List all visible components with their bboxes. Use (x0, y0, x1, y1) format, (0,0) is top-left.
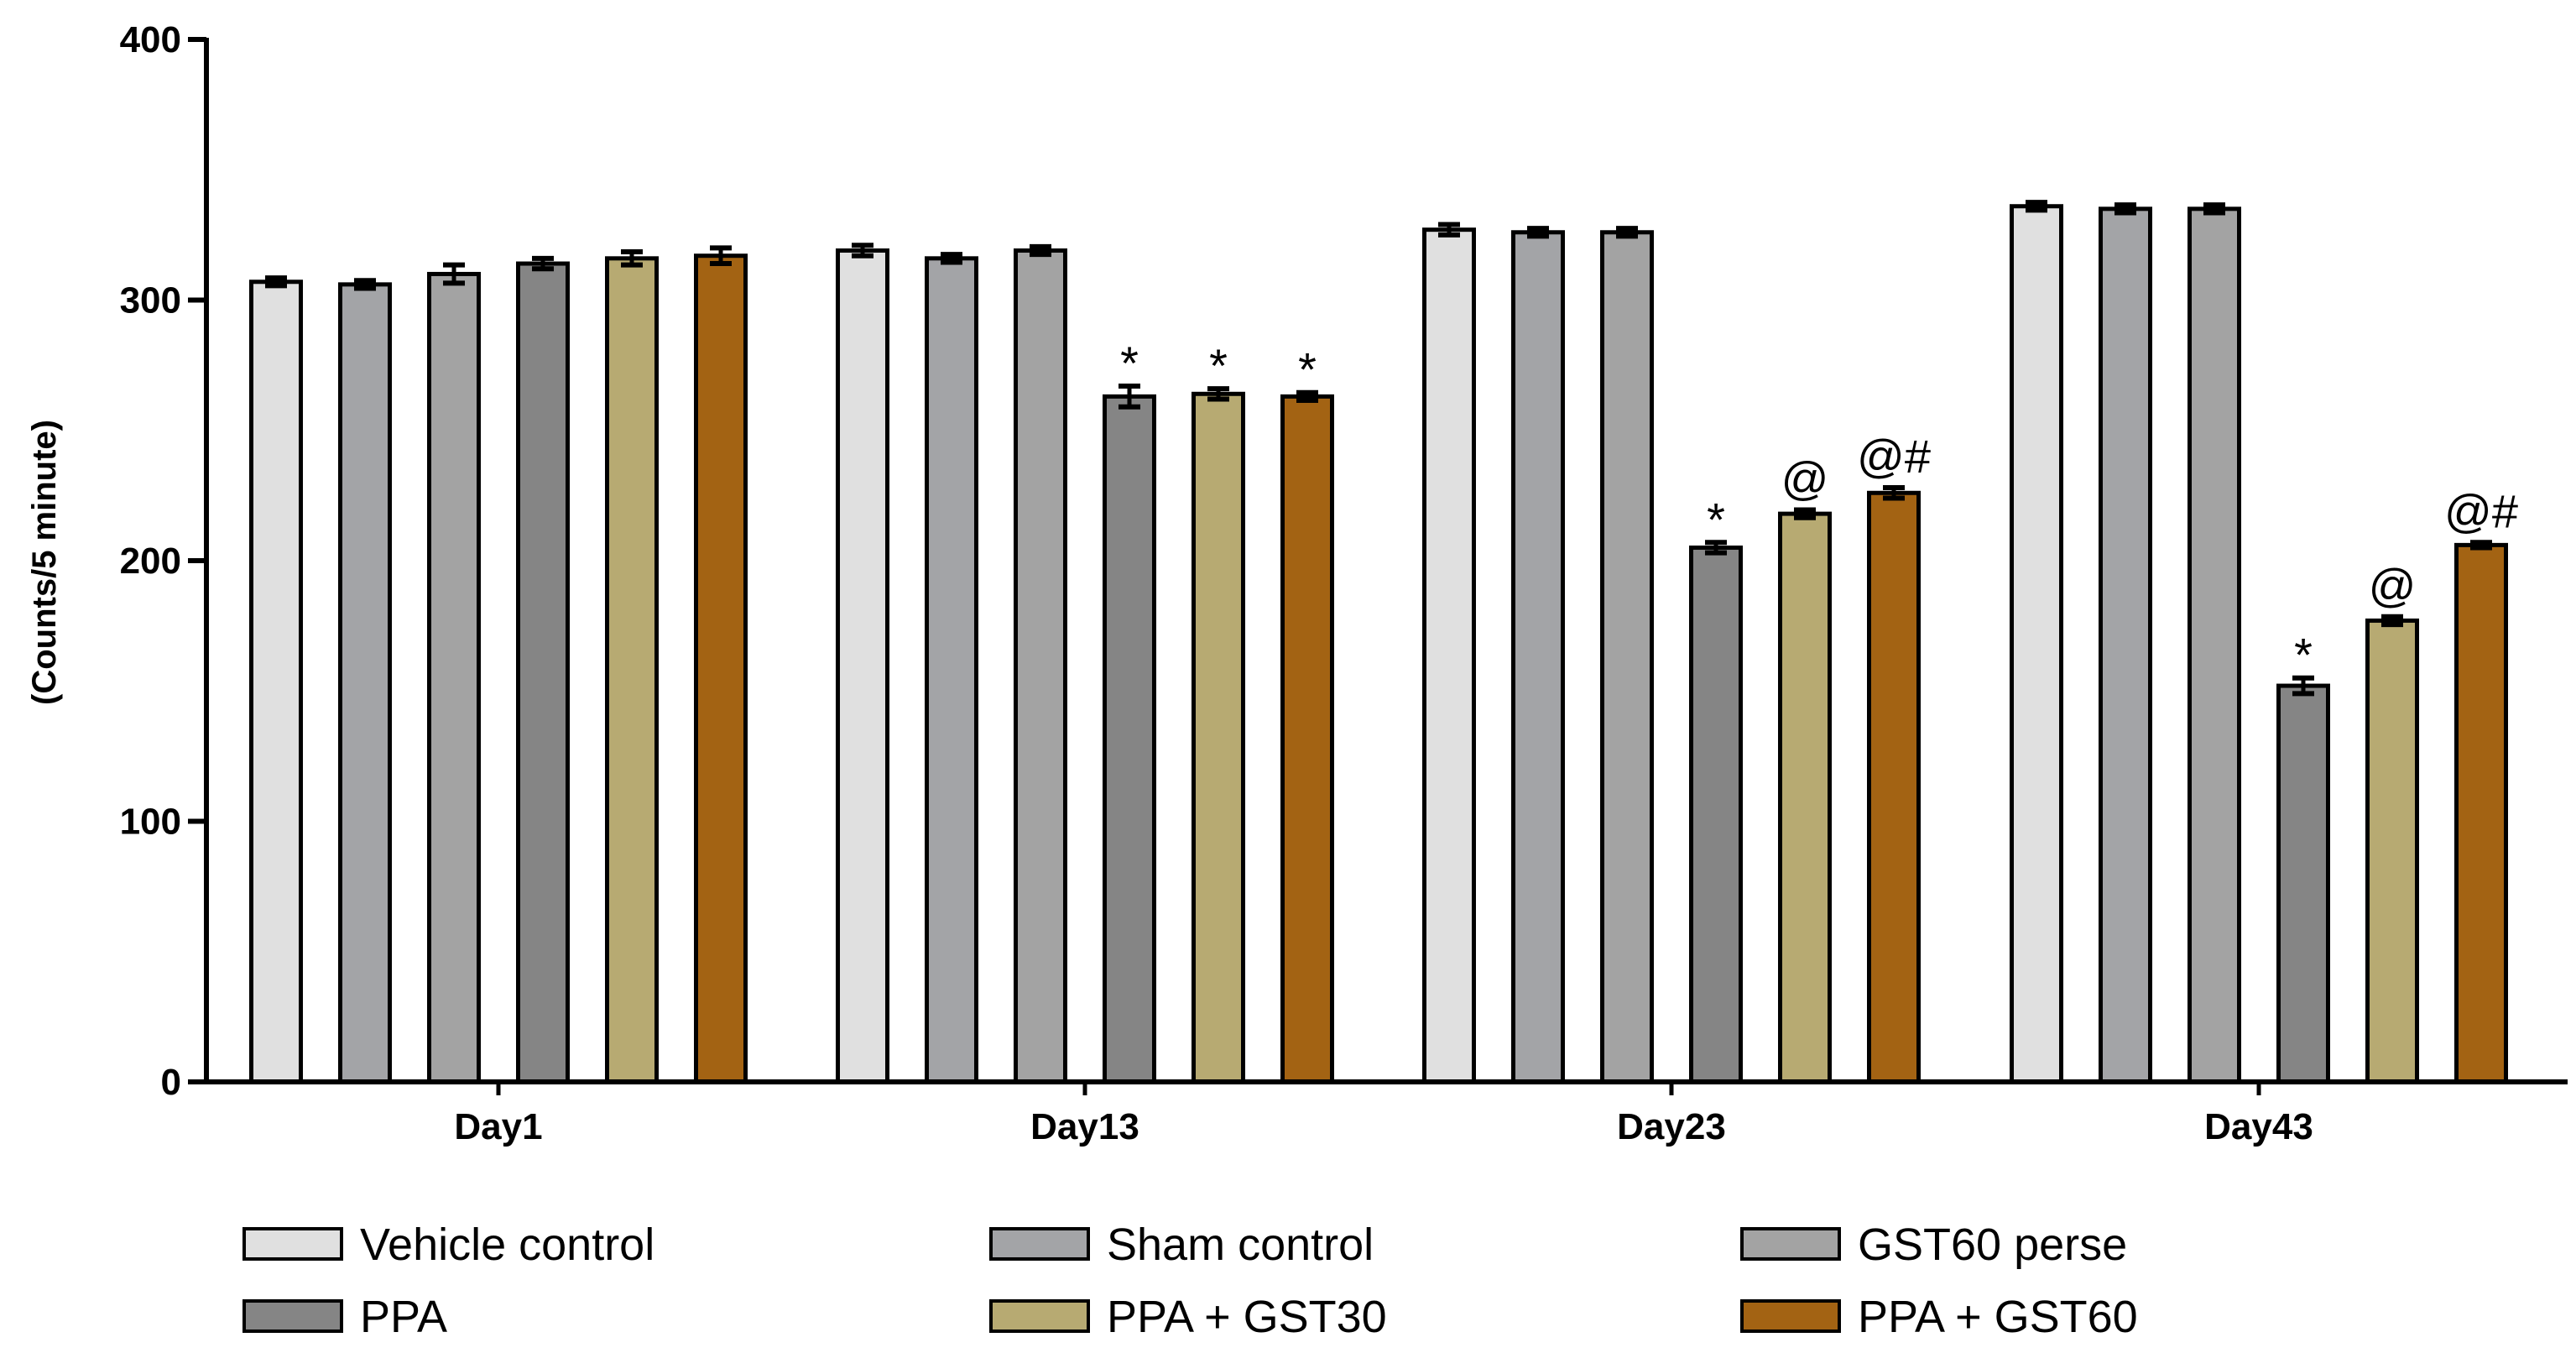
significance-label: * (1120, 337, 1139, 389)
legend-label: PPA (360, 1292, 447, 1342)
legend-label: Sham control (1107, 1220, 1374, 1270)
x-tick-label: Day23 (1617, 1106, 1726, 1147)
x-tick-label: Day43 (2204, 1106, 2313, 1147)
bar (249, 279, 303, 1084)
bar (2099, 206, 2152, 1084)
legend-swatch (242, 1299, 343, 1333)
bar (1689, 545, 1743, 1084)
y-tick-label: 100 (120, 802, 181, 843)
bar (338, 282, 392, 1084)
bar (1867, 490, 1921, 1084)
legend: Vehicle control Sham control GST60 perse PP… (242, 1220, 2138, 1342)
legend-swatch (1740, 1227, 1841, 1261)
y-tick-label: 200 (120, 541, 181, 582)
bar (1511, 230, 1565, 1084)
bar (694, 253, 748, 1084)
bar (2188, 206, 2241, 1084)
significance-label: * (1707, 493, 1725, 546)
bar (1778, 511, 1832, 1084)
legend-swatch (242, 1227, 343, 1261)
bar (605, 256, 659, 1084)
legend-label: PPA + GST60 (1858, 1292, 2138, 1342)
bar (1422, 227, 1476, 1084)
significance-label: @ (2369, 559, 2417, 612)
axes-layer: Day1 Day13 Day23 Day43 0 100 200 300 400 (120, 19, 2568, 1147)
x-tick-label: Day13 (1030, 1106, 1139, 1147)
bar (925, 256, 978, 1084)
bar (2276, 683, 2330, 1084)
bars-layer: * * * * @ @# * @ @# (249, 200, 2518, 1084)
bar (1103, 394, 1156, 1084)
bar (1600, 230, 1654, 1084)
bar (1280, 394, 1334, 1084)
bar (1192, 391, 1245, 1084)
legend-label: Vehicle control (360, 1220, 654, 1270)
significance-label: * (1209, 339, 1228, 392)
bar (2010, 204, 2063, 1084)
bar (516, 261, 570, 1084)
significance-label: * (2294, 629, 2313, 682)
significance-label: @# (1857, 430, 1931, 483)
bar (1014, 248, 1067, 1084)
bar (836, 248, 889, 1084)
legend-swatch (989, 1299, 1090, 1333)
y-tick-label: 300 (120, 280, 181, 321)
significance-label: * (1298, 343, 1317, 396)
bar (427, 271, 481, 1084)
y-tick-label: 400 (120, 19, 181, 60)
legend-swatch (989, 1227, 1090, 1261)
x-tick-label: Day1 (454, 1106, 542, 1147)
y-tick-label: 0 (161, 1062, 181, 1103)
legend-label: PPA + GST30 (1107, 1292, 1387, 1342)
y-axis-label: (Counts/5 minute) (26, 420, 63, 705)
significance-label: @ (1781, 452, 1829, 504)
legend-swatch (1740, 1299, 1841, 1333)
bar (2454, 542, 2508, 1084)
bar (2365, 618, 2419, 1084)
significance-label: @# (2444, 484, 2518, 537)
legend-label: GST60 perse (1858, 1220, 2127, 1270)
